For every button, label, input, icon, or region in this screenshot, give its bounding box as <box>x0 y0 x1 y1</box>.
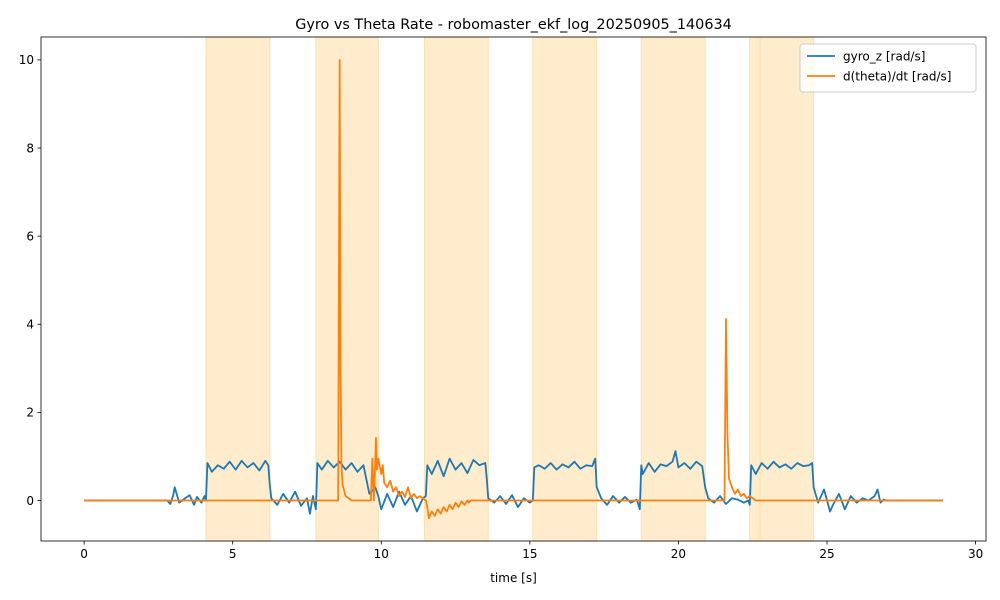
x-tick-label: 0 <box>80 547 88 561</box>
x-tick-label: 5 <box>229 547 237 561</box>
x-tick-label: 20 <box>671 547 686 561</box>
shaded-intervals <box>205 36 815 542</box>
chart-title: Gyro vs Theta Rate - robomaster_ekf_log_… <box>295 17 732 33</box>
x-tick-label: 25 <box>819 547 834 561</box>
legend: gyro_z [rad/s] d(theta)/dt [rad/s] <box>799 43 977 93</box>
series-line-dtheta-dt <box>84 59 943 519</box>
legend-label: d(theta)/dt [rad/s] <box>843 69 951 83</box>
y-tick-label: 8 <box>26 141 34 155</box>
shaded-interval <box>759 36 815 542</box>
axes-frame <box>40 36 987 542</box>
legend-box <box>799 43 977 93</box>
y-tick-label: 6 <box>26 229 34 243</box>
y-tick-label: 10 <box>19 53 34 67</box>
series-lines <box>84 59 943 519</box>
y-tick-label: 2 <box>26 406 34 420</box>
x-axis-label: time [s] <box>490 571 537 585</box>
y-tick-label: 4 <box>26 318 34 332</box>
shaded-interval <box>532 36 598 542</box>
shaded-interval <box>315 36 379 542</box>
series-line-gyro-z <box>84 450 943 515</box>
x-tick-label: 10 <box>374 547 389 561</box>
x-tick-label: 15 <box>522 547 537 561</box>
legend-label: gyro_z [rad/s] <box>843 49 925 63</box>
x-tick-label: 30 <box>968 547 983 561</box>
y-tick-label: 0 <box>26 494 34 508</box>
x-axis-ticks: 0 5 10 15 20 25 30 <box>80 541 983 561</box>
shaded-interval <box>205 36 271 542</box>
y-axis-ticks: 0 2 4 6 8 10 <box>19 53 41 508</box>
